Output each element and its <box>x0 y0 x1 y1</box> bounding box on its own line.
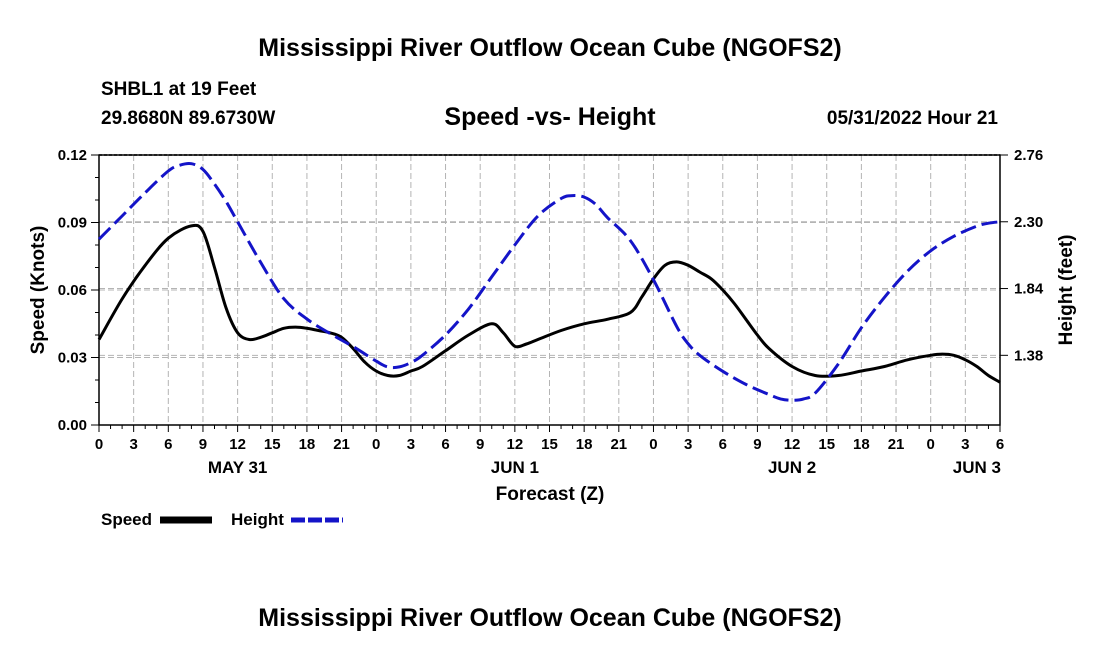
grid <box>99 154 1000 425</box>
x-tick-label: 12 <box>229 436 246 453</box>
x-tick-label: 21 <box>333 436 350 453</box>
main-title: Mississippi River Outflow Ocean Cube (NG… <box>258 34 841 62</box>
x-tick-label: 6 <box>996 436 1004 453</box>
x-tick-label: 9 <box>476 436 484 453</box>
y-tick-label: 0.00 <box>58 417 87 434</box>
x-tick-label: 0 <box>372 436 380 453</box>
legend-speed-label: Speed <box>101 510 152 529</box>
x-tick-label: 3 <box>961 436 969 453</box>
x-tick-label: 18 <box>576 436 593 453</box>
x-tick-label: 15 <box>264 436 281 453</box>
date-label: JUN 2 <box>768 458 816 477</box>
x-tick-label: 0 <box>649 436 657 453</box>
date-label: JUN 3 <box>953 458 1001 477</box>
x-tick-label: 0 <box>95 436 103 453</box>
x-tick-label: 3 <box>129 436 137 453</box>
x-tick-label: 21 <box>610 436 627 453</box>
station-label: SHBL1 at 19 Feet <box>101 79 257 100</box>
legend: Speed Height <box>101 510 343 529</box>
x-tick-label: 9 <box>753 436 761 453</box>
footer-title: Mississippi River Outflow Ocean Cube (NG… <box>258 604 841 632</box>
y-tick-label: 0.03 <box>58 350 87 367</box>
x-tick-label: 15 <box>541 436 558 453</box>
timestamp-label: 05/31/2022 Hour 21 <box>827 108 999 129</box>
date-label: JUN 1 <box>491 458 539 477</box>
series <box>97 161 1001 402</box>
chart-title: Speed -vs- Height <box>444 103 656 131</box>
y2-tick-label: 1.84 <box>1014 281 1044 298</box>
y2-tick-label: 1.38 <box>1014 347 1043 364</box>
y-tick-label: 0.09 <box>58 215 87 232</box>
location-label: 29.8680N 89.6730W <box>101 108 275 129</box>
x-tick-label: 6 <box>719 436 727 453</box>
x-tick-label: 6 <box>164 436 172 453</box>
x-tick-label: 21 <box>888 436 905 453</box>
x-tick-label: 12 <box>507 436 524 453</box>
x-tick-label: 3 <box>407 436 415 453</box>
x-tick-label: 12 <box>784 436 801 453</box>
y2-axis-title: Height (feet) <box>1056 235 1077 346</box>
y2-tick-label: 2.30 <box>1014 214 1043 231</box>
x-tick-label: 18 <box>299 436 316 453</box>
axes: 0 3 6 9 12 15 18 21 0 3 6 9 12 15 18 21 0 3 6 9 12 15 18 21 0 3 6 0… <box>58 147 1044 477</box>
x-tick-label: 15 <box>818 436 835 453</box>
x-tick-label: 18 <box>853 436 870 453</box>
x-tick-label: 9 <box>199 436 207 453</box>
x-tick-label: 3 <box>684 436 692 453</box>
x-tick-label: 6 <box>441 436 449 453</box>
y2-tick-label: 2.76 <box>1014 147 1043 164</box>
legend-height-label: Height <box>231 510 284 529</box>
series-line-height <box>97 161 1001 402</box>
series-line-speed <box>97 223 1001 384</box>
y-tick-label: 0.06 <box>58 282 87 299</box>
x-axis-title: Forecast (Z) <box>496 484 605 505</box>
y-axis-title: Speed (Knots) <box>28 226 49 355</box>
y-tick-label: 0.12 <box>58 147 87 164</box>
date-label: MAY 31 <box>208 458 268 477</box>
x-tick-label: 0 <box>927 436 935 453</box>
